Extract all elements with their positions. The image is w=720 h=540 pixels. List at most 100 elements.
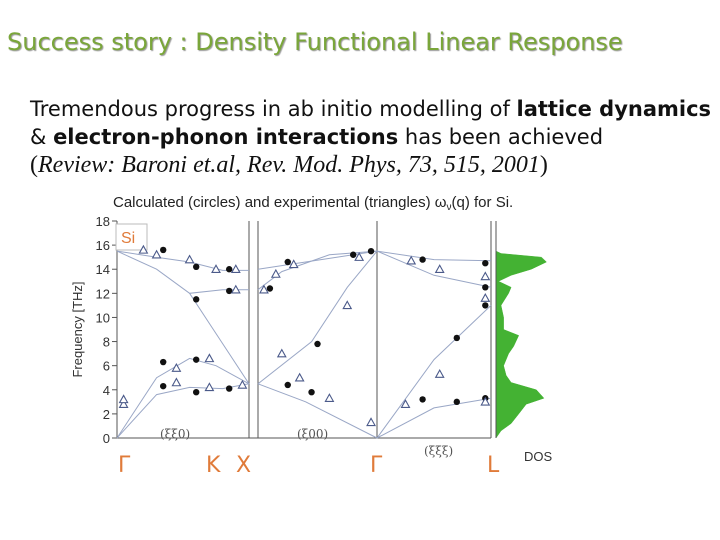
ref-open: ( <box>30 152 38 178</box>
experimental-triangle-point <box>276 348 287 358</box>
calculated-circle-point <box>284 258 291 266</box>
calculated-circle-point <box>193 356 200 363</box>
high-symmetry-label: L <box>487 453 500 478</box>
body-line-2-post: has been achieved <box>398 125 604 149</box>
experimental-triangle-point <box>171 377 182 387</box>
experimental-triangle-point <box>406 255 417 265</box>
y-tick-label: 0 <box>103 431 110 446</box>
experimental-triangle-point <box>270 268 281 278</box>
calculated-circle-point <box>160 246 167 254</box>
calculated-circle-point <box>266 285 274 292</box>
experimental-triangle-point <box>118 399 129 408</box>
dispersion-curve <box>376 250 492 262</box>
calculated-circle-point <box>193 388 200 396</box>
experimental-triangle-point <box>480 293 491 302</box>
experimental-triangle-point <box>434 368 445 378</box>
experimental-triangle-point <box>151 249 162 259</box>
experimental-triangle-point <box>138 244 149 254</box>
calculated-circle-point <box>350 251 357 258</box>
experimental-triangle-point <box>400 399 411 408</box>
y-tick-label: 8 <box>103 335 110 350</box>
high-symmetry-label: K <box>206 453 221 478</box>
chart-title-tail: (q) for Si. <box>452 194 514 211</box>
calculated-circle-point <box>193 263 200 271</box>
direction-label: (ξ00) <box>297 427 328 441</box>
y-tick-label: 18 <box>96 214 110 229</box>
experimental-triangle-point <box>434 264 445 273</box>
y-tick-label: 6 <box>103 359 110 374</box>
experimental-triangle-point <box>237 379 248 389</box>
dispersion-curve <box>376 305 492 439</box>
high-symmetry-label: X <box>236 453 251 478</box>
experimental-triangle-point <box>354 252 365 261</box>
direction-label: (ξξξ) <box>424 444 453 458</box>
dispersion-curve <box>376 397 492 439</box>
body-line-2-pre: & <box>30 125 54 149</box>
body-line-1-text: Tremendous progress in ab initio modelli… <box>30 97 517 121</box>
experimental-triangle-point <box>480 271 491 281</box>
calculated-circle-point <box>482 284 489 291</box>
chart-title-main: Calculated (circles) and experimental (t… <box>113 194 447 211</box>
calculated-circle-point <box>308 388 315 396</box>
y-tick-label: 2 <box>103 407 110 422</box>
calculated-circle-point <box>367 247 375 255</box>
dispersion-curve <box>189 293 250 385</box>
experimental-triangle-point <box>204 382 215 392</box>
dispersion-curve <box>257 383 378 439</box>
experimental-triangle-point <box>118 394 129 404</box>
calculated-circle-point <box>419 256 426 263</box>
calculated-circle-point <box>419 396 426 403</box>
experimental-triangle-point <box>480 396 491 406</box>
dispersion-curve <box>376 250 492 288</box>
slide-title: Success story : Density Functional Linea… <box>7 28 623 56</box>
body-line-1: Tremendous progress in ab initio modelli… <box>30 95 711 123</box>
experimental-triangle-point <box>324 393 335 402</box>
high-symmetry-label: Γ <box>118 453 131 478</box>
calculated-circle-point <box>226 266 233 273</box>
dos-label: DOS <box>524 449 553 464</box>
y-tick-label: 16 <box>96 238 110 253</box>
calculated-circle-point <box>226 385 233 392</box>
high-symmetry-label: Γ <box>370 453 383 478</box>
calculated-circle-point <box>193 296 200 303</box>
experimental-triangle-point <box>204 353 215 363</box>
y-tick-label: 4 <box>103 383 110 398</box>
experimental-triangle-point <box>288 259 299 269</box>
calculated-circle-point <box>160 358 167 366</box>
dispersion-curve <box>257 250 378 385</box>
experimental-triangle-point <box>342 300 353 310</box>
ref-text: Review: Baroni et.al, Rev. Mod. Phys, 73… <box>38 152 540 178</box>
material-label: Si <box>121 230 135 247</box>
calculated-circle-point <box>160 382 167 390</box>
experimental-triangle-point <box>230 264 241 273</box>
experimental-triangle-point <box>184 254 195 264</box>
dos-area <box>495 250 547 439</box>
calculated-circle-point <box>453 334 460 342</box>
calculated-circle-point <box>226 287 233 295</box>
ref-close: ) <box>539 152 548 178</box>
y-tick-label: 10 <box>96 310 110 325</box>
calculated-circle-point <box>284 381 291 389</box>
y-tick-label: 14 <box>96 262 110 277</box>
chart-title-subscript: ν <box>447 202 452 213</box>
slide-body: Tremendous progress in ab initio modelli… <box>30 95 711 179</box>
experimental-triangle-point <box>259 284 269 294</box>
calculated-circle-point <box>453 398 460 406</box>
calculated-circle-point <box>482 302 489 309</box>
y-axis-label: Frequency [THz] <box>70 281 85 377</box>
body-line-2: & electron-phonon interactions has been … <box>30 123 711 151</box>
review-reference: (Review: Baroni et.al, Rev. Mod. Phys, 7… <box>30 151 711 179</box>
calculated-circle-point <box>314 340 321 348</box>
y-tick-label: 12 <box>96 286 110 301</box>
experimental-triangle-point <box>230 284 241 294</box>
dispersion-curve <box>116 357 250 439</box>
experimental-triangle-point <box>366 417 376 427</box>
chart-title: Calculated (circles) and experimental (t… <box>113 194 513 213</box>
body-line-1-bold: lattice dynamics <box>516 97 712 121</box>
experimental-triangle-point <box>294 372 305 382</box>
experimental-triangle-point <box>171 362 182 372</box>
experimental-triangle-point <box>211 264 221 273</box>
direction-label: (ξξ0) <box>160 427 190 441</box>
calculated-circle-point <box>482 259 489 267</box>
